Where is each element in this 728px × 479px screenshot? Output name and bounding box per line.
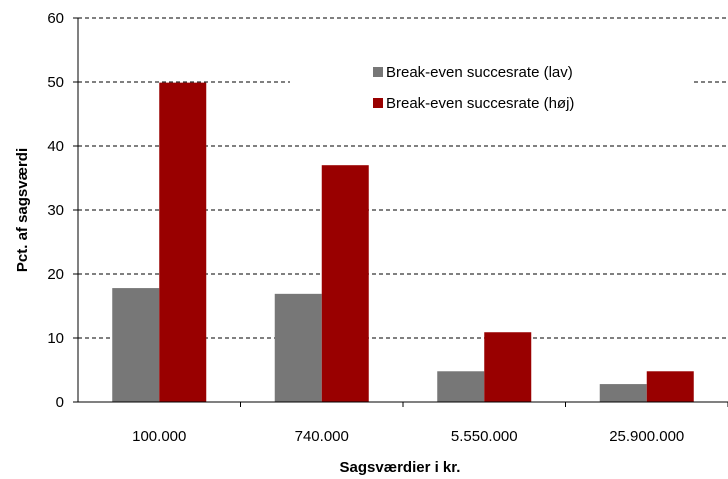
y-tick-label: 50 bbox=[47, 74, 64, 91]
y-tick-label: 0 bbox=[56, 394, 64, 411]
legend-label-hoej: Break-even succesrate (høj) bbox=[386, 95, 574, 112]
x-tick-label: 740.000 bbox=[295, 428, 349, 445]
legend-background bbox=[290, 58, 694, 120]
y-axis-title: Pct. af sagsværdi bbox=[14, 148, 31, 272]
y-tick-label: 40 bbox=[47, 138, 64, 155]
bar-hoej-4 bbox=[646, 371, 694, 402]
bar-hoej-1 bbox=[159, 82, 207, 402]
x-tick-labels: 100.000 740.000 5.550.000 25.900.000 bbox=[132, 428, 684, 445]
x-tick-label: 100.000 bbox=[132, 428, 186, 445]
bar-hoej-3 bbox=[484, 332, 532, 402]
x-tick-label: 5.550.000 bbox=[451, 428, 518, 445]
y-tick-label: 20 bbox=[47, 266, 64, 283]
x-axis-title: Sagsværdier i kr. bbox=[340, 459, 461, 476]
bar-lav-2 bbox=[274, 293, 322, 402]
y-tick-label: 30 bbox=[47, 202, 64, 219]
y-tick-labels: 0 10 20 30 40 50 60 bbox=[47, 10, 64, 411]
legend-swatch-lav bbox=[373, 67, 383, 77]
legend-label-lav: Break-even succesrate (lav) bbox=[386, 64, 573, 81]
y-tick-label: 60 bbox=[47, 10, 64, 27]
legend: Break-even succesrate (lav) Break-even s… bbox=[290, 58, 694, 120]
y-tick-label: 10 bbox=[47, 330, 64, 347]
x-tick-label: 25.900.000 bbox=[609, 428, 684, 445]
bar-hoej-2 bbox=[321, 165, 369, 402]
bar-lav-1 bbox=[112, 288, 160, 402]
axes bbox=[73, 17, 728, 407]
bar-lav-4 bbox=[599, 384, 647, 402]
legend-swatch-hoej bbox=[373, 98, 383, 108]
bars bbox=[112, 82, 694, 402]
bar-lav-3 bbox=[437, 371, 485, 402]
